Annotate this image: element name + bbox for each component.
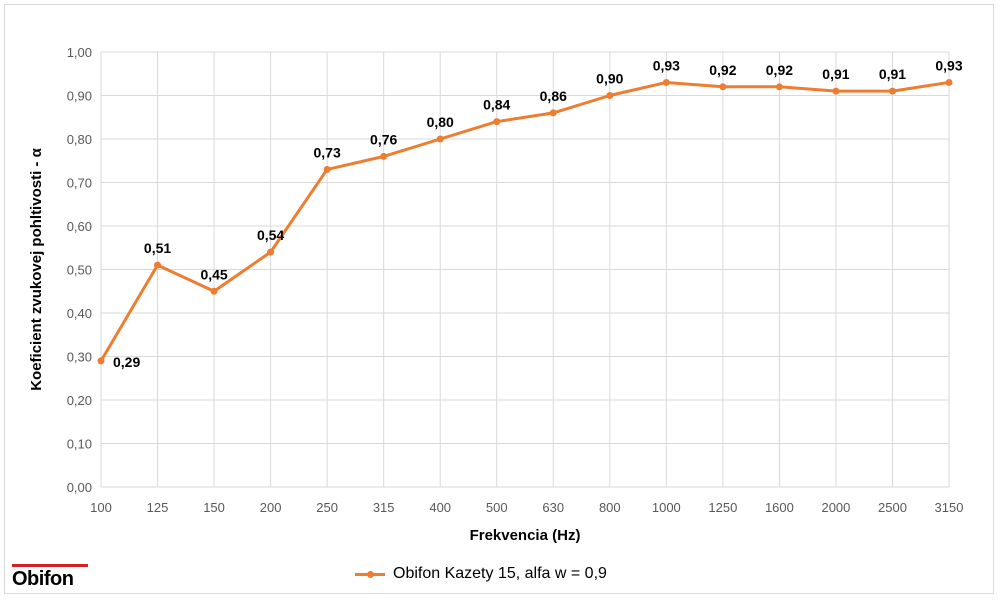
data-point — [549, 109, 557, 117]
data-point — [436, 135, 444, 143]
data-label: 0,54 — [257, 227, 284, 243]
data-label: 0,29 — [113, 354, 140, 370]
data-point — [493, 118, 501, 126]
x-tick-label: 125 — [147, 500, 169, 515]
data-point — [945, 78, 953, 86]
x-tick-label: 2500 — [878, 500, 907, 515]
y-axis-title: Koeficient zvukovej pohltivosti - α — [28, 147, 45, 390]
data-point — [888, 87, 896, 95]
obifon-logo: Obifon — [12, 562, 92, 592]
y-tick-label: 0,40 — [67, 306, 92, 321]
data-point — [323, 165, 331, 173]
chart-area: 0,00 0,10 0,20 0,30 0,40 0,50 0,60 0,70 0,80 0,90… — [4, 4, 994, 594]
data-label: 0,51 — [144, 240, 171, 256]
x-tick-label: 150 — [203, 500, 225, 515]
data-label: 0,92 — [766, 62, 793, 78]
x-tick-label: 1250 — [708, 500, 737, 515]
x-tick-label: 800 — [599, 500, 621, 515]
y-tick-label: 0,50 — [67, 263, 92, 278]
x-tick-label: 630 — [542, 500, 564, 515]
data-labels: 0,29 0,51 0,45 0,54 0,73 0,76 0,80 0,84 0,86 0,90… — [113, 57, 963, 369]
data-label: 0,84 — [483, 97, 510, 113]
x-axis-title: Frekvencia (Hz) — [470, 527, 581, 544]
y-tick-label: 0,30 — [67, 350, 92, 365]
x-tick-label: 3150 — [935, 500, 964, 515]
logo-accent-bar — [12, 564, 88, 567]
data-point — [606, 92, 614, 99]
data-point — [267, 248, 275, 256]
data-point — [154, 261, 162, 269]
y-tick-label: 0,00 — [67, 480, 92, 495]
x-tick-label: 100 — [90, 500, 112, 515]
x-tick-label: 200 — [260, 500, 282, 515]
x-tick-label: 315 — [373, 500, 395, 515]
y-tick-label: 0,80 — [67, 132, 92, 147]
data-label: 0,80 — [427, 114, 454, 130]
x-tick-label: 2000 — [821, 500, 850, 515]
data-label: 0,91 — [822, 66, 849, 82]
data-label: 0,93 — [653, 57, 680, 73]
x-tick-label: 250 — [316, 500, 338, 515]
y-tick-label: 0,60 — [67, 219, 92, 234]
data-point — [775, 83, 783, 91]
legend-series-label: Obifon Kazety 15, alfa w = 0,9 — [393, 565, 607, 582]
line-chart: 0,00 0,10 0,20 0,30 0,40 0,50 0,60 0,70 0,80 0,90… — [28, 45, 963, 544]
y-tick-label: 0,90 — [67, 89, 92, 104]
chart-legend: Obifon Kazety 15, alfa w = 0,9 — [355, 562, 607, 586]
data-label: 0,73 — [314, 144, 341, 160]
x-tick-label: 500 — [486, 500, 508, 515]
data-label: 0,86 — [540, 88, 567, 104]
data-point — [210, 287, 218, 295]
gridlines — [100, 51, 950, 488]
data-point — [97, 357, 105, 365]
y-axis-ticks: 0,00 0,10 0,20 0,30 0,40 0,50 0,60 0,70 0,80 0,90… — [67, 45, 92, 495]
x-axis-ticks: 100 125 150 200 250 315 400 500 630 800 1000 1250 16… — [90, 500, 963, 515]
data-label: 0,91 — [879, 66, 906, 82]
data-point — [832, 87, 840, 95]
y-tick-label: 0,20 — [67, 393, 92, 408]
y-tick-label: 1,00 — [67, 45, 92, 60]
data-label: 0,93 — [935, 57, 962, 73]
x-tick-label: 400 — [429, 500, 451, 515]
data-label: 0,92 — [709, 62, 736, 78]
data-label: 0,45 — [200, 266, 227, 282]
legend-series-marker — [355, 568, 385, 580]
x-tick-label: 1600 — [765, 500, 794, 515]
data-point — [662, 78, 670, 86]
data-label: 0,90 — [596, 71, 623, 87]
y-tick-label: 0,70 — [67, 176, 92, 191]
series-line — [99, 80, 950, 362]
y-tick-label: 0,10 — [67, 437, 92, 452]
series-layer — [97, 78, 953, 365]
data-point — [719, 83, 727, 91]
logo-text: Obifon — [12, 568, 74, 590]
data-point — [380, 152, 388, 160]
data-label: 0,76 — [370, 131, 397, 147]
x-tick-label: 1000 — [652, 500, 681, 515]
